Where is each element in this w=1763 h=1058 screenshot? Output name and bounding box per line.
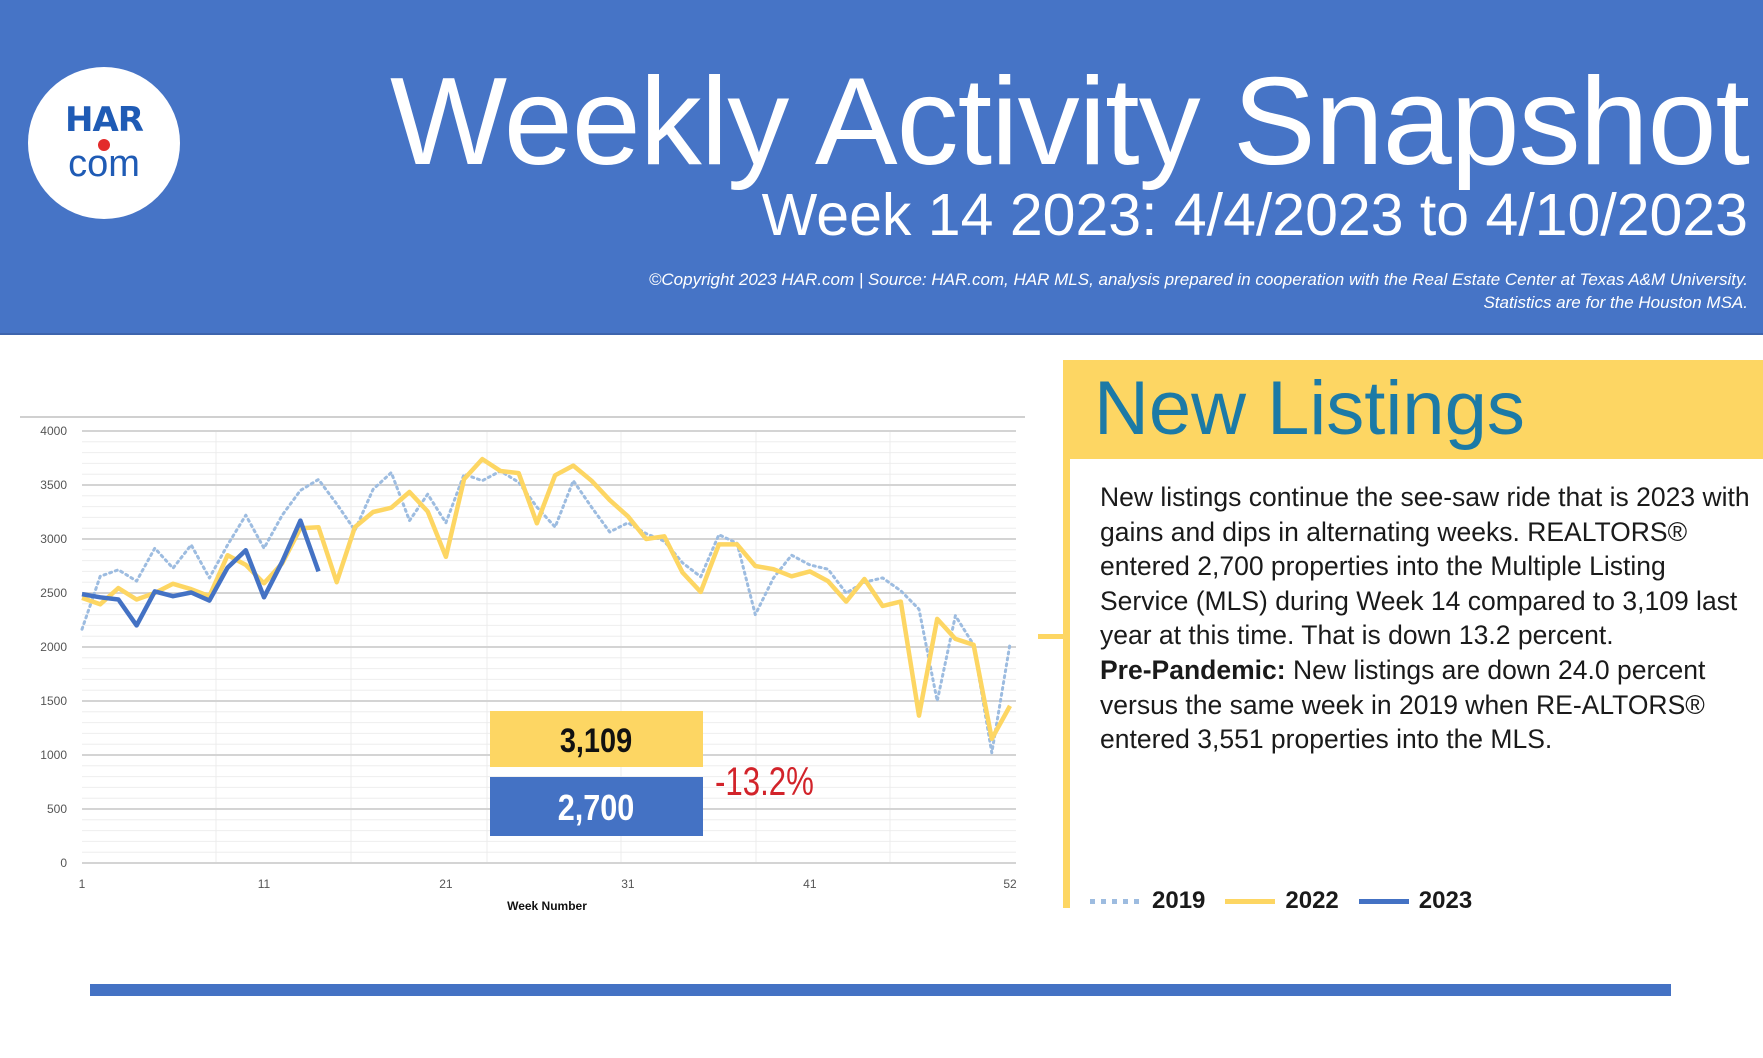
last-year-value-box — [490, 711, 703, 767]
page-subtitle: Week 14 2023: 4/4/2023 to 4/10/2023 — [761, 182, 1748, 248]
x-axis-title: Week Number — [507, 899, 587, 913]
logo-red-dot-icon — [98, 139, 110, 151]
panel-body: New listings continue the see-saw ride t… — [1100, 480, 1755, 757]
panel-title: New Listings — [1094, 366, 1525, 451]
y-tick-label: 3500 — [40, 478, 67, 492]
y-tick-label: 2000 — [40, 640, 67, 654]
series-line-2022 — [81, 456, 1012, 742]
x-tick-label: 1 — [79, 877, 86, 891]
legend-item-2019: 2019 — [1090, 887, 1205, 915]
this-year-value-box — [490, 777, 703, 836]
statistics-scope-line: Statistics are for the Houston MSA. — [1483, 293, 1748, 312]
series-line-2019 — [80, 469, 1012, 755]
har-logo: HAR com — [28, 67, 180, 219]
copyright-source-line: ©Copyright 2023 HAR.com | Source: HAR.co… — [648, 270, 1748, 289]
y-tick-label: 4000 — [40, 424, 67, 438]
legend-label-2022: 2022 — [1285, 887, 1339, 914]
x-tick-label: 41 — [803, 877, 817, 891]
legend-label-2023: 2023 — [1418, 887, 1473, 914]
panel-connector-tick — [1038, 634, 1065, 639]
y-tick-label: 1500 — [40, 694, 67, 708]
logo-har-text: HAR — [65, 100, 144, 140]
yellow-line-swatch-icon — [1225, 898, 1276, 904]
y-tick-label: 1000 — [40, 748, 67, 762]
x-tick-label: 21 — [439, 877, 453, 891]
series-line-2023 — [81, 518, 321, 628]
series-layer — [80, 456, 1012, 755]
panel-accent-bar — [1063, 360, 1070, 908]
header-banner: HAR com Weekly Activity Snapshot Week 14… — [0, 0, 1763, 335]
legend-item-2023: 2023 — [1358, 887, 1473, 915]
page-title: Weekly Activity Snapshot — [389, 53, 1750, 191]
y-axis-tick-labels: 0 500 1000 1500 2000 2500 3000 3500 4000 — [40, 424, 67, 870]
x-tick-label: 52 — [1003, 877, 1017, 891]
legend-label-2019: 2019 — [1152, 887, 1206, 914]
blue-line-swatch-icon — [1358, 898, 1409, 904]
y-tick-label: 3000 — [40, 532, 67, 546]
bottom-divider — [90, 984, 1671, 996]
this-year-value: 2,700 — [558, 789, 635, 829]
x-axis-tick-labels: 1 11 21 31 41 52 — [79, 877, 1017, 891]
y-tick-label: 500 — [47, 802, 67, 816]
panel-header-band — [1063, 360, 1763, 459]
x-tick-label: 31 — [621, 877, 635, 891]
panel-paragraph-2: New listings are down 24.0 percent versu… — [1100, 654, 1706, 755]
y-tick-label: 2500 — [40, 586, 67, 600]
legend-item-2022: 2022 — [1225, 887, 1339, 915]
major-gridlines — [82, 430, 1016, 864]
panel-paragraph-1: New listings continue the see-saw ride t… — [1100, 482, 1750, 651]
chart-legend: 2019 2022 2023 — [1090, 886, 1492, 916]
dotted-line-swatch-icon — [1090, 898, 1142, 904]
logo-com-text: com — [68, 143, 140, 185]
x-tick-label: 11 — [258, 877, 271, 891]
prepandemic-label: Pre-Pandemic: — [1100, 654, 1286, 685]
y-tick-label: 0 — [60, 856, 67, 870]
percent-change: -13.2% — [715, 759, 814, 804]
last-year-value: 3,109 — [560, 721, 632, 760]
